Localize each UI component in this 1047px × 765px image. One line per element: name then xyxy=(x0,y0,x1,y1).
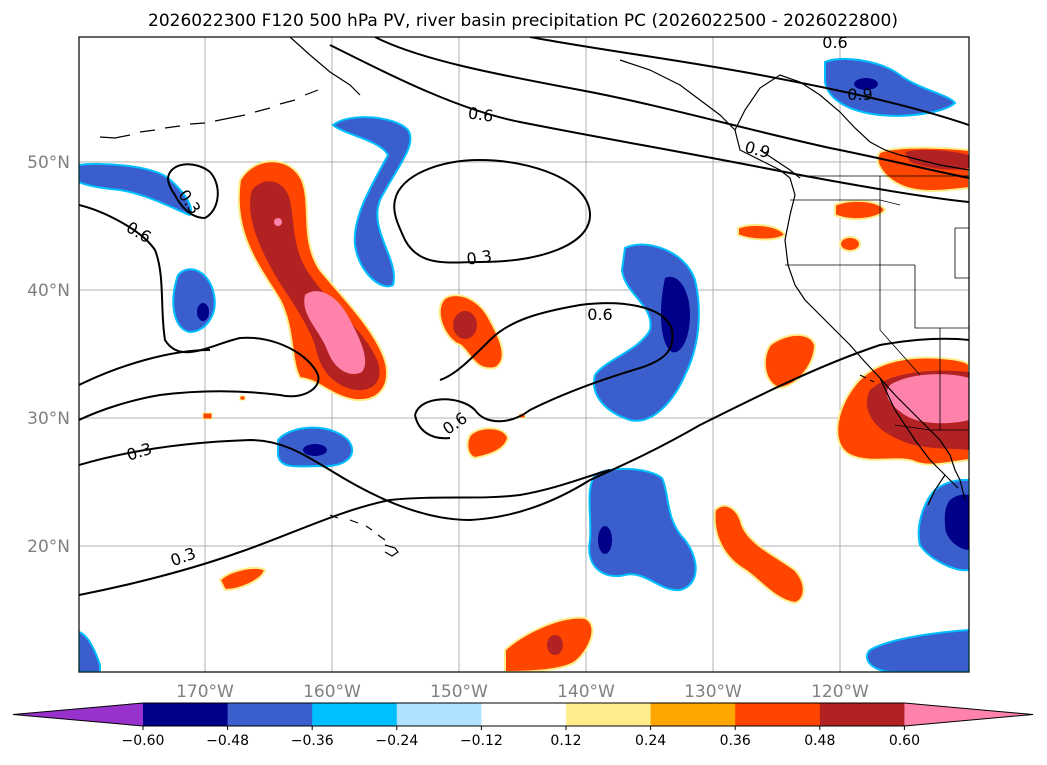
contour-label: 0.3 xyxy=(465,246,493,268)
channel-islands xyxy=(859,374,875,383)
mexico-coast xyxy=(927,474,946,506)
lat-label: 20°N xyxy=(27,537,70,557)
alaska-coast xyxy=(289,37,736,131)
blue-blob-northeast xyxy=(824,57,957,117)
lon-label: 160°W xyxy=(303,682,361,702)
state-borders xyxy=(785,175,969,431)
pink-core-central-pacific xyxy=(304,291,366,374)
lat-label: 40°N xyxy=(27,281,70,301)
blue-blob-northwest xyxy=(79,162,192,217)
lon-label: 120°W xyxy=(811,682,869,702)
lon-label: 170°W xyxy=(176,682,234,702)
red-speck-west-2 xyxy=(239,395,246,401)
blue-blob-subtropical xyxy=(588,467,697,592)
contour-label: 0.6 xyxy=(467,103,495,125)
pink-dot-central-pacific xyxy=(274,218,282,226)
longitude-labels: 170°W 160°W 150°W 140°W 130°W 120°W xyxy=(176,682,869,702)
blue-blob-bottom-left xyxy=(79,630,101,672)
colorbar-tick-label: −0.12 xyxy=(460,733,503,749)
pv-contour-0.6-east-small xyxy=(414,414,451,440)
lon-label: 150°W xyxy=(430,682,488,702)
darkblue-core-southeast xyxy=(944,494,969,550)
colorbar-segment xyxy=(566,703,652,726)
colorbar-tick-label: 0.24 xyxy=(635,733,666,749)
pv-contour-0.3-loop-center xyxy=(393,158,592,264)
colorbar-segment xyxy=(312,703,398,726)
red-blob-small-southwest xyxy=(218,567,267,592)
baja-california xyxy=(879,377,959,489)
colorbar-tick-label: 0.48 xyxy=(804,733,835,749)
darkblue-core-central xyxy=(660,276,690,353)
red-blob-subtropical-east xyxy=(713,504,805,605)
pv-contour-0.3-south xyxy=(79,469,611,596)
colorbar-tick-label: −0.48 xyxy=(206,733,249,749)
colorbar-tick-label: −0.36 xyxy=(291,733,334,749)
pv-contour-0.6-north xyxy=(329,44,969,203)
north-america-coastline xyxy=(734,74,969,501)
lat-label: 30°N xyxy=(27,409,70,429)
darkred-core-pacific-northwest xyxy=(905,149,969,170)
red-blob-small-mid xyxy=(466,427,510,460)
pv-contour-0.6-west xyxy=(79,204,320,421)
colorbar-tick-label: 0.60 xyxy=(889,733,920,749)
lon-label: 140°W xyxy=(557,682,615,702)
darkblue-core-lower-west xyxy=(303,444,327,456)
colorbar-segment xyxy=(481,703,567,726)
wyoming-border xyxy=(954,227,969,279)
pv-contours xyxy=(79,37,969,596)
contour-label: 0.6 xyxy=(587,305,612,324)
blue-blob-central-west xyxy=(172,268,216,334)
map-border xyxy=(78,36,970,673)
red-blob-inland-small xyxy=(839,236,861,252)
contour-label: 0.9 xyxy=(847,85,872,104)
darkblue-core-central-west xyxy=(197,303,209,321)
nevada-border xyxy=(879,265,921,376)
positive-pc-fill xyxy=(202,146,969,672)
red-blob-offshore-small xyxy=(737,223,787,241)
utah-arizona-border xyxy=(914,265,969,329)
colorbar-tick-label: 0.12 xyxy=(550,733,581,749)
red-speck-west xyxy=(202,412,213,420)
contour-label: 0.6 xyxy=(822,33,847,52)
colorbar-segment xyxy=(819,703,905,726)
darkred-core-mid xyxy=(453,311,477,339)
lat-label: 50°N xyxy=(27,153,70,173)
red-blob-offshore-oregon xyxy=(834,199,887,221)
darkblue-core-northeast xyxy=(854,78,878,90)
darkred-core-bottom-center xyxy=(547,635,563,655)
negative-pc-fill xyxy=(79,57,969,672)
map-panel: 0.6 0.9 0.3 0.6 0.3 0.6 0.6 0.3 0.3 0.9 … xyxy=(78,33,970,673)
pink-core-southwest-us xyxy=(886,374,969,424)
colorbar-segment xyxy=(143,703,229,726)
pv-contour-0.3-west xyxy=(79,337,969,522)
latitude-labels: 50°N 40°N 30°N 20°N xyxy=(27,153,70,557)
colorbar-tick-label: 0.36 xyxy=(720,733,751,749)
blue-blob-gulf-of-alaska xyxy=(331,116,412,288)
us-mexico-border xyxy=(894,424,969,431)
colorbar-tick-label: −0.60 xyxy=(122,733,165,749)
pv-contour-0.6-top-right xyxy=(529,37,969,126)
pv-contour-0.9-north xyxy=(374,37,969,179)
colorbar-tick-label: −0.24 xyxy=(375,733,418,749)
colorbar-extend-high xyxy=(904,703,1033,726)
pv-contour-0.3-loop-west xyxy=(166,163,219,220)
colorbar-extend-low xyxy=(13,703,143,726)
map-background xyxy=(79,37,969,672)
colorbar-segment xyxy=(227,703,313,726)
colorbar: −0.60 −0.48 −0.36 −0.24 −0.12 0.12 0.24 0.36 0.4… xyxy=(12,702,1034,749)
pv-contour-0.6-center xyxy=(414,302,674,423)
colorbar-segment xyxy=(650,703,736,726)
aleutian-islands xyxy=(99,89,319,139)
colorbar-segment xyxy=(396,703,482,726)
colorbar-segment xyxy=(735,703,821,726)
chart-title: 2026022300 F120 500 hPa PV, river basin … xyxy=(148,11,898,31)
darkblue-core-subtropical xyxy=(598,526,612,554)
lon-label: 130°W xyxy=(684,682,742,702)
